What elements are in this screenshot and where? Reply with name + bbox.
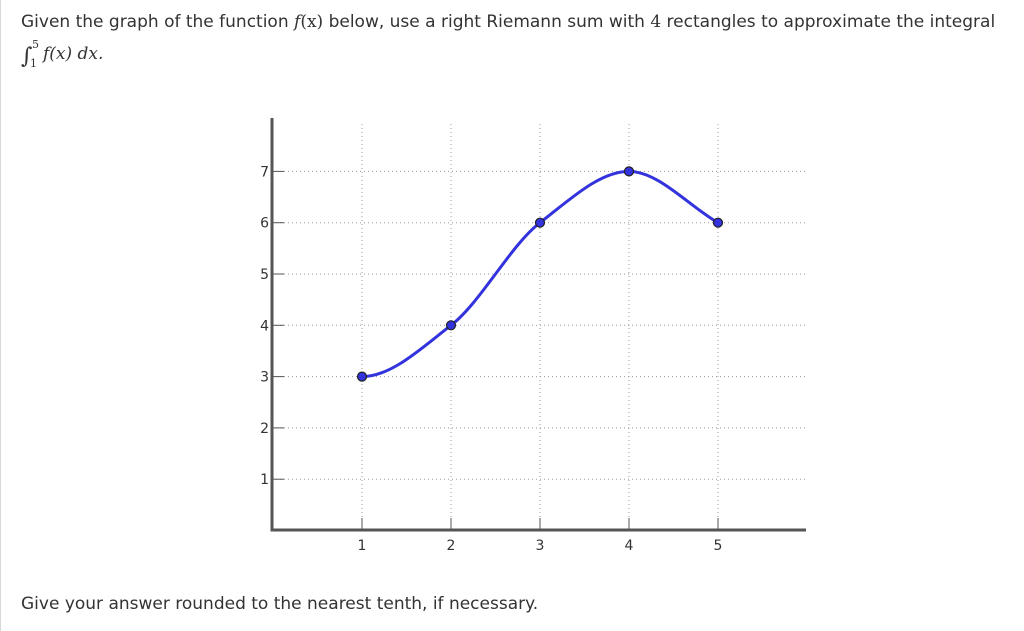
y-tick-label-4: 4 (260, 318, 269, 334)
x-tick-label-3: 3 (536, 538, 545, 554)
axes (270, 118, 806, 532)
question-text: Given the graph of the function f(x) bel… (21, 10, 1011, 34)
question-text-before: Given the graph of the function (21, 12, 295, 32)
rectangle-count: 4 (650, 12, 662, 32)
integral-sign: ∫ (21, 44, 33, 69)
data-point-x2 (445, 320, 457, 331)
function-name: f (294, 12, 301, 32)
integral-upper-bound: 5 (32, 38, 39, 51)
x-tick-label-5: 5 (714, 538, 723, 554)
tick-labels: 1 2 3 4 5 6 7 1 2 3 4 5 (260, 164, 722, 554)
y-tick-label-3: 3 (260, 370, 269, 386)
x-tick-label-1: 1 (358, 538, 367, 554)
integrand: f(x) dx. (43, 44, 104, 64)
left-border (0, 0, 1, 631)
y-tick-label-2: 2 (260, 421, 269, 437)
data-points (356, 166, 724, 382)
x-tick-label-2: 2 (447, 538, 456, 554)
tick-marks (272, 170, 719, 530)
y-tick-label-5: 5 (260, 267, 269, 283)
answer-instruction: Give your answer rounded to the nearest … (21, 594, 539, 614)
data-point-x5 (712, 217, 724, 228)
data-point-x3 (534, 217, 546, 228)
y-tick-label-1: 1 (260, 472, 269, 488)
y-tick-label-6: 6 (260, 216, 269, 232)
x-tick-label-4: 4 (625, 538, 634, 554)
integral-lower-bound: 1 (30, 57, 37, 70)
question-text-middle: below, use a right Riemann sum with (323, 12, 651, 32)
data-point-x4 (623, 166, 635, 177)
function-variable: (x) (300, 12, 324, 32)
y-tick-label-7: 7 (260, 164, 269, 180)
grid-lines (272, 124, 806, 530)
data-point-x1 (356, 371, 368, 382)
question-text-after: rectangles to approximate the integral (661, 12, 996, 32)
